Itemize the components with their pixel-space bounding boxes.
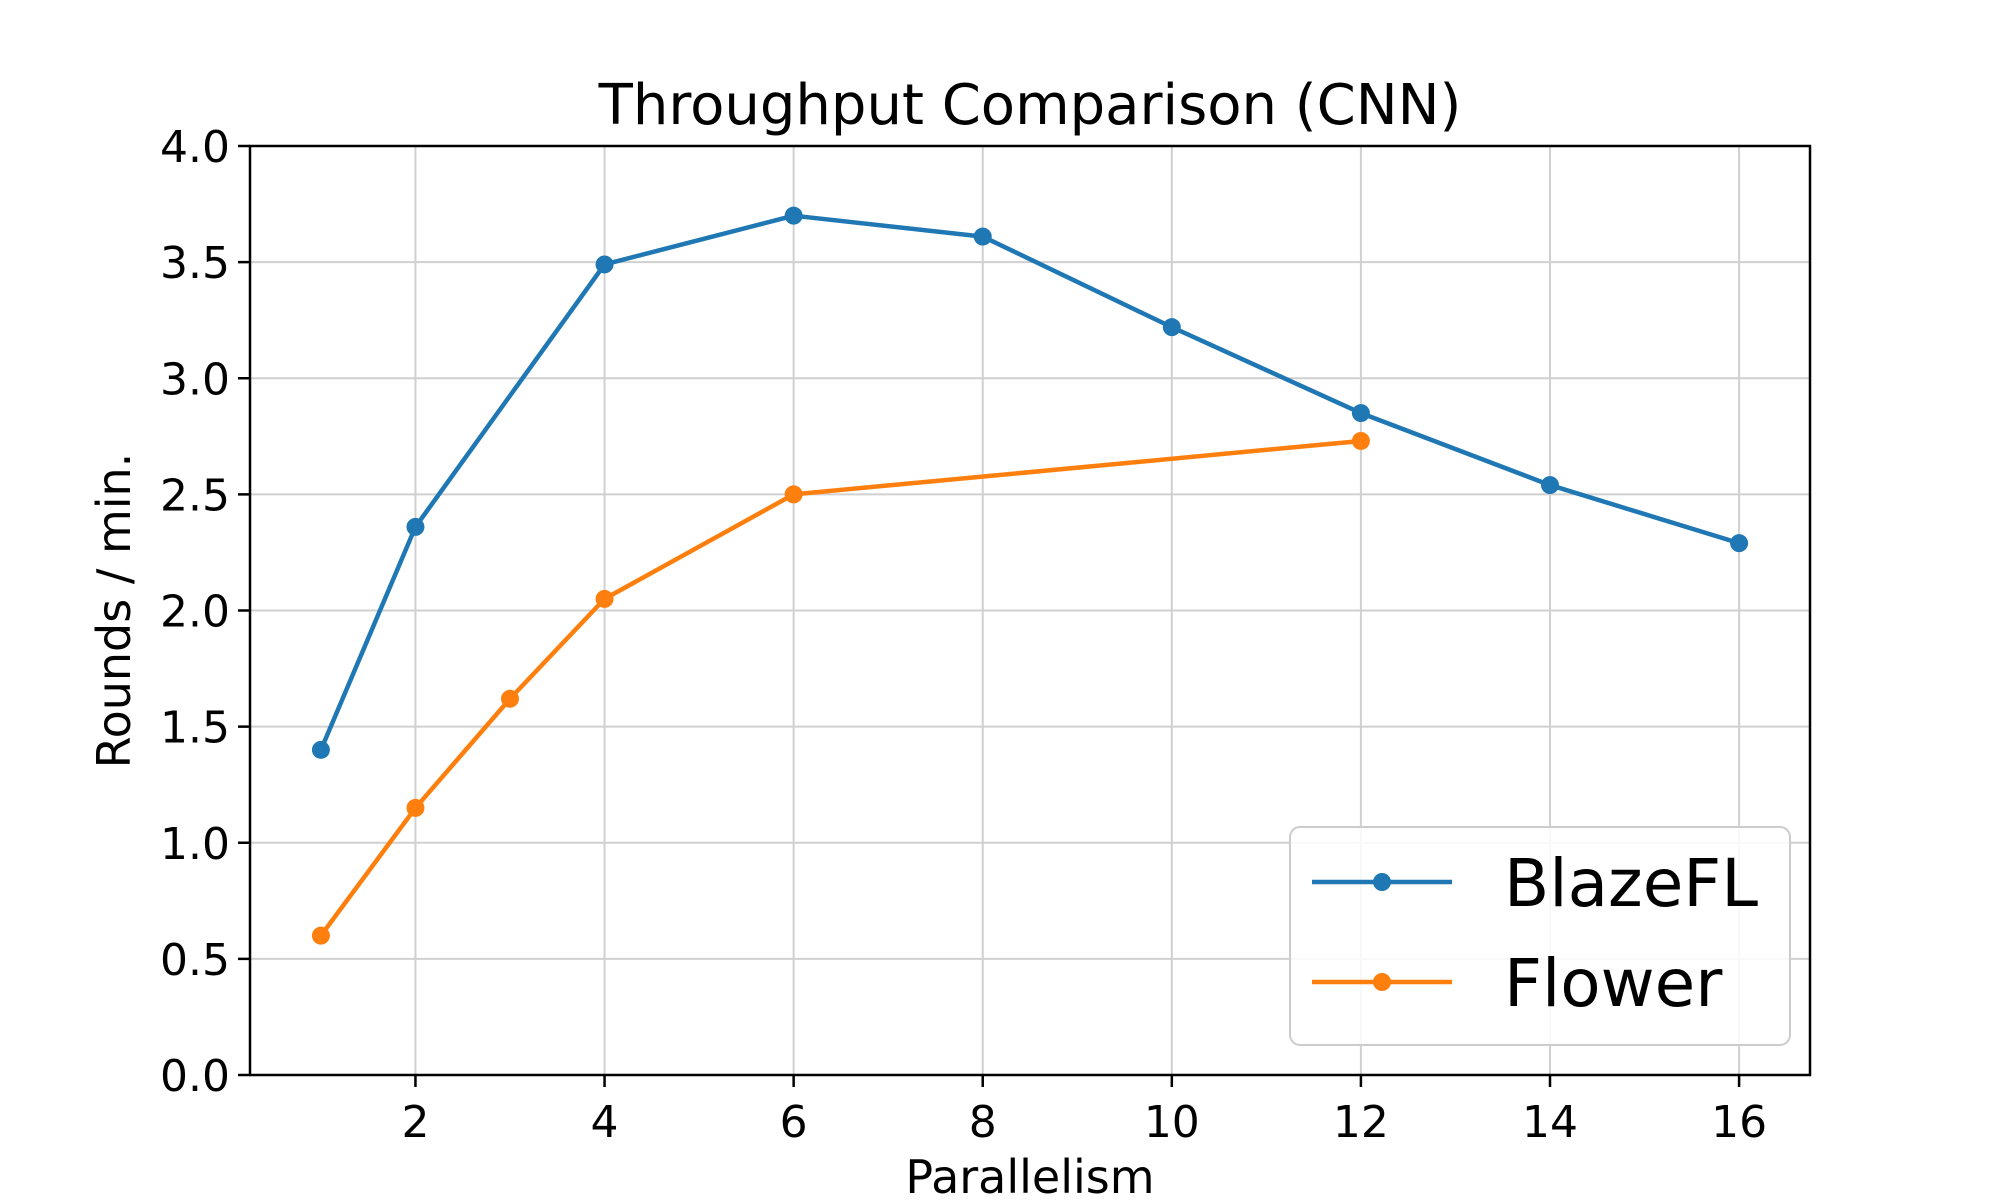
data-point-flower [595, 589, 614, 608]
data-point-blazefl [1541, 476, 1559, 495]
data-point-blazefl [311, 740, 330, 759]
x-tick-label: 14 [1522, 1097, 1578, 1148]
axis-ticks: 2 4 6 8 10 12 14 16 0.0 0.5 1.0 1.5 2.0 2.5 3.0 3.5 4.0 [160, 122, 1767, 1148]
y-tick-label: 2.0 [160, 587, 230, 638]
y-tick-label: 3.0 [160, 354, 230, 405]
chart-title: Throughput Comparison (CNN) [598, 73, 1462, 138]
x-tick-label: 6 [780, 1097, 808, 1148]
data-point-flower [784, 485, 803, 504]
data-point-blazefl [973, 227, 992, 246]
x-tick-label: 10 [1144, 1097, 1200, 1148]
x-tick-label: 4 [591, 1097, 619, 1148]
y-tick-label: 3.5 [160, 238, 230, 289]
legend-marker-blazefl [1373, 873, 1391, 891]
series-flower [311, 431, 1370, 945]
series-blazefl [311, 206, 1749, 759]
data-point-flower [311, 926, 330, 945]
y-tick-label: 0.0 [160, 1051, 230, 1102]
data-point-flower [406, 798, 425, 817]
x-axis-label: Parallelism [905, 1150, 1154, 1200]
series-line-flower [319, 438, 1362, 937]
x-tick-label: 16 [1711, 1097, 1767, 1148]
y-tick-label: 1.0 [160, 819, 230, 870]
legend-marker-flower [1373, 973, 1391, 991]
data-point-flower [1351, 431, 1370, 450]
data-point-blazefl [1730, 534, 1749, 553]
x-tick-label: 12 [1333, 1097, 1389, 1148]
data-point-blazefl [1162, 318, 1181, 337]
legend-entry-flower: Flower [1312, 945, 1723, 1022]
legend-label-blazefl: BlazeFL [1504, 845, 1758, 922]
y-tick-label: 2.5 [160, 470, 230, 521]
data-point-flower [501, 689, 519, 708]
y-tick-label: 1.5 [160, 703, 230, 754]
x-tick-label: 2 [401, 1097, 429, 1148]
plot-series [311, 206, 1749, 945]
x-tick-label: 8 [969, 1097, 997, 1148]
data-point-blazefl [1351, 404, 1370, 423]
data-point-blazefl [784, 206, 803, 225]
legend-label-flower: Flower [1504, 945, 1723, 1022]
legend-entry-blazefl: BlazeFL [1312, 845, 1758, 922]
y-axis-label: Rounds / min. [87, 453, 141, 769]
y-tick-label: 4.0 [160, 122, 230, 173]
data-point-blazefl [595, 255, 614, 274]
legend: BlazeFL Flower [1289, 826, 1791, 1046]
y-tick-label: 0.5 [160, 935, 230, 986]
data-point-blazefl [406, 517, 425, 536]
